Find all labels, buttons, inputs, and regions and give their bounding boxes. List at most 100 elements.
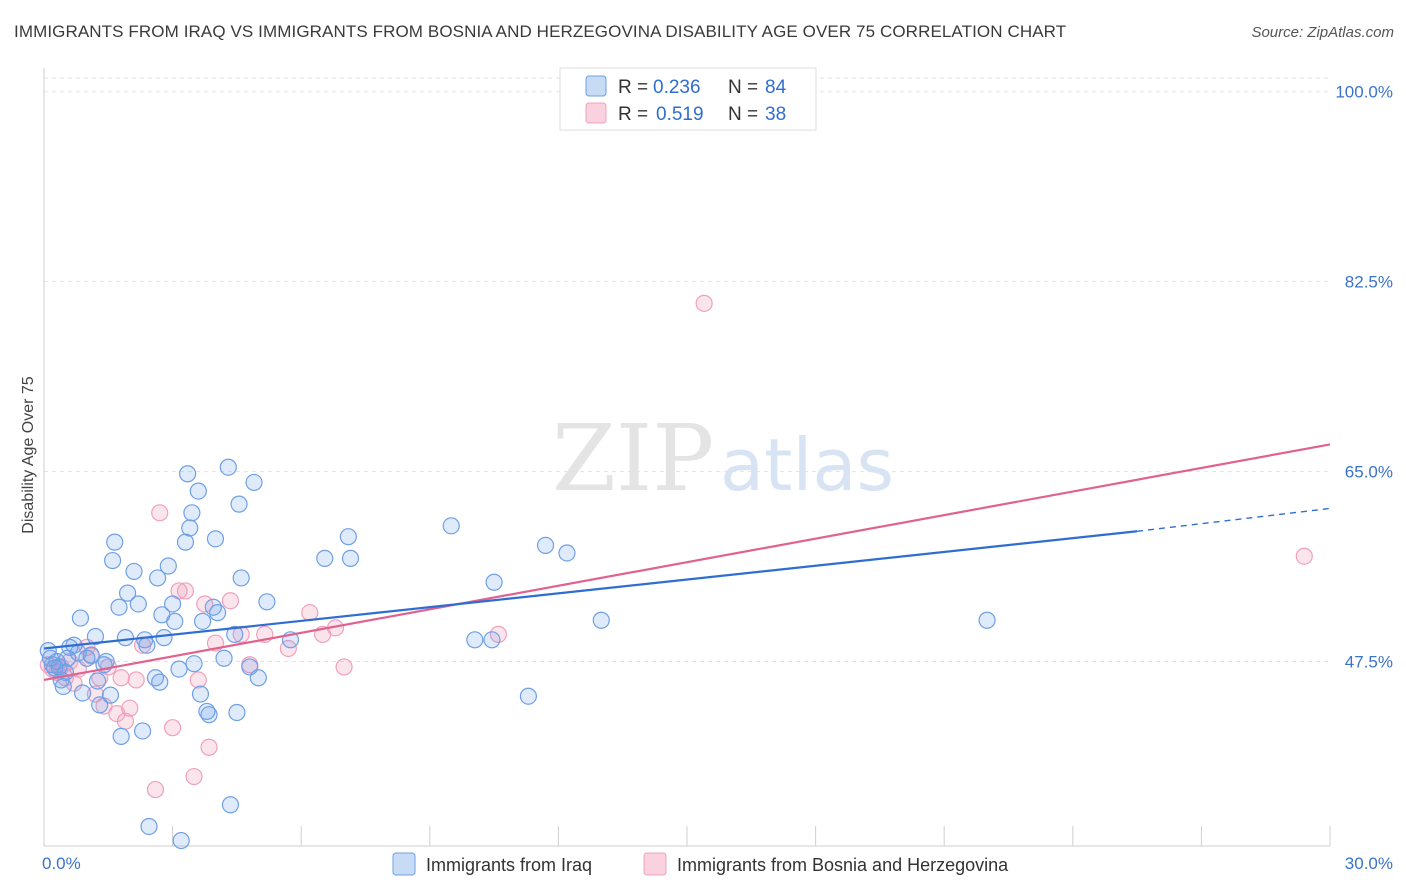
iraq-point bbox=[194, 612, 212, 630]
series-bosnia-points bbox=[39, 294, 1313, 799]
iraq-point bbox=[103, 551, 122, 570]
y-tick-label: 100.0% bbox=[1335, 83, 1393, 102]
legend-iraq-n-label: N = bbox=[728, 77, 758, 98]
legend-iraq-r-value: 0.236 bbox=[653, 77, 701, 98]
top-legend: R = 0.236 N = 84 R = 0.519 N = 38 bbox=[559, 67, 817, 131]
iraq-point bbox=[125, 562, 143, 581]
iraq-point bbox=[71, 609, 90, 627]
bottom-legend-swatch-iraq bbox=[392, 852, 416, 876]
axes bbox=[43, 68, 1331, 847]
iraq-point bbox=[978, 611, 996, 629]
iraq-point bbox=[73, 684, 92, 702]
bosnia-point bbox=[200, 738, 218, 756]
legend-iraq-n-value: 84 bbox=[765, 77, 787, 98]
iraq-point bbox=[483, 631, 501, 649]
iraq-point bbox=[536, 536, 555, 554]
iraq-point bbox=[172, 831, 190, 850]
iraq-point bbox=[316, 549, 334, 567]
bosnia-point bbox=[221, 592, 240, 610]
iraq-point bbox=[258, 593, 276, 611]
bosnia-point bbox=[695, 294, 713, 312]
iraq-point bbox=[206, 530, 225, 548]
y-tick-label: 82.5% bbox=[1345, 273, 1393, 292]
iraq-point bbox=[54, 677, 72, 696]
iraq-point bbox=[215, 649, 233, 667]
iraq-point bbox=[129, 595, 147, 613]
iraq-point bbox=[179, 465, 197, 483]
bosnia-point bbox=[176, 582, 195, 600]
iraq-point bbox=[148, 569, 167, 587]
iraq-point bbox=[133, 722, 152, 740]
iraq-point bbox=[183, 504, 201, 522]
iraq-point bbox=[219, 458, 237, 476]
bosnia-point bbox=[301, 604, 319, 622]
iraq-point bbox=[209, 604, 227, 622]
iraq-point bbox=[138, 636, 156, 654]
bosnia-point bbox=[1295, 547, 1313, 565]
iraq-point bbox=[485, 573, 503, 591]
iraq-point bbox=[230, 495, 248, 513]
iraq-point bbox=[110, 598, 128, 616]
iraq-point bbox=[118, 584, 137, 602]
chart-title: IMMIGRANTS FROM IRAQ VS IMMIGRANTS FROM … bbox=[14, 22, 1067, 41]
bosnia-point bbox=[127, 671, 145, 689]
iraq-point bbox=[592, 611, 610, 629]
iraq-point bbox=[116, 629, 135, 647]
bosnia-point bbox=[335, 658, 353, 676]
x-tick-label: 0.0% bbox=[42, 854, 81, 873]
iraq-point bbox=[200, 706, 218, 724]
bosnia-point bbox=[185, 767, 203, 786]
iraq-point bbox=[191, 685, 210, 703]
iraq-point bbox=[226, 625, 244, 643]
iraq-point bbox=[249, 669, 267, 687]
bottom-legend: Immigrants from Iraq Immigrants from Bos… bbox=[392, 852, 1009, 876]
iraq-point bbox=[558, 544, 576, 562]
iraq-point bbox=[159, 557, 177, 575]
bosnia-point bbox=[112, 669, 130, 687]
watermark-atlas: atlas bbox=[720, 423, 894, 507]
iraq-point bbox=[519, 687, 537, 705]
source-label: Source: ZipAtlas.com bbox=[1251, 24, 1394, 41]
bosnia-point bbox=[146, 780, 165, 799]
iraq-point bbox=[151, 673, 169, 691]
bosnia-point bbox=[189, 671, 207, 689]
iraq-point bbox=[181, 519, 199, 537]
trend-lines bbox=[43, 443, 1331, 682]
bosnia-trend-line bbox=[43, 443, 1331, 682]
x-tick-label: 30.0% bbox=[1345, 854, 1393, 873]
iraq-point bbox=[91, 696, 109, 714]
legend-swatch-iraq bbox=[585, 75, 607, 97]
bottom-legend-bosnia: Immigrants from Bosnia and Herzegovina bbox=[677, 855, 1009, 875]
y-tick-label: 47.5% bbox=[1345, 652, 1393, 671]
iraq-point bbox=[106, 533, 124, 551]
iraq-point bbox=[101, 686, 120, 704]
bosnia-point bbox=[151, 504, 169, 522]
legend-bosnia-n-value: 38 bbox=[765, 104, 786, 125]
bosnia-point bbox=[86, 685, 105, 703]
iraq-point bbox=[339, 528, 357, 546]
iraq-point bbox=[155, 629, 173, 647]
iraq-point bbox=[140, 817, 158, 836]
iraq-point bbox=[232, 569, 250, 587]
iraq-point bbox=[176, 533, 195, 551]
iraq-point bbox=[112, 727, 130, 745]
bottom-legend-iraq: Immigrants from Iraq bbox=[426, 855, 592, 875]
iraq-point bbox=[189, 482, 207, 500]
legend-bosnia-r-value: 0.519 bbox=[656, 104, 704, 125]
bosnia-point bbox=[121, 699, 139, 717]
iraq-point bbox=[86, 627, 105, 646]
iraq-point bbox=[228, 703, 246, 722]
iraq-point bbox=[466, 631, 484, 649]
x-tick-labels: 0.0% 30.0% bbox=[42, 854, 1393, 873]
iraq-point bbox=[170, 660, 188, 678]
iraq-point bbox=[442, 517, 460, 535]
iraq-point bbox=[245, 473, 263, 492]
iraq-point bbox=[82, 646, 100, 664]
iraq-trend-line bbox=[43, 530, 1138, 650]
watermark-zip: ZIP bbox=[552, 405, 714, 512]
legend-iraq-r-label: R = bbox=[618, 77, 648, 98]
iraq-point bbox=[221, 796, 240, 814]
legend-bosnia-r-label: R = bbox=[618, 104, 648, 125]
legend-bosnia-n-label: N = bbox=[728, 104, 758, 125]
